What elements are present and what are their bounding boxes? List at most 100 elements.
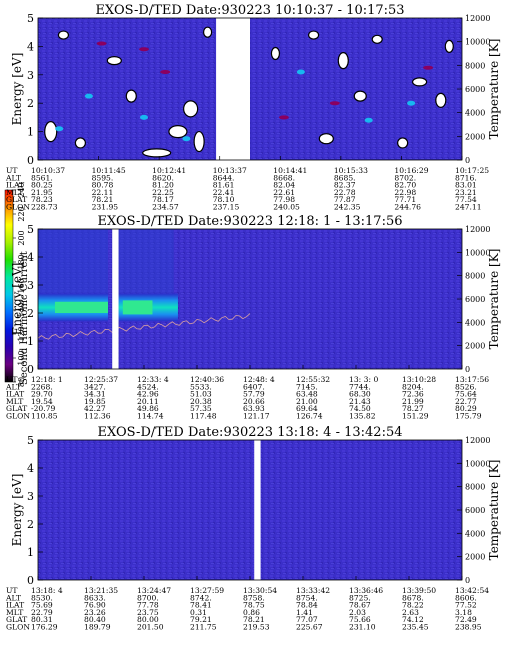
orbit-cell: 20.11	[137, 397, 159, 406]
orbit-cell: 77.71	[394, 195, 416, 204]
temperature-tick-label: 4000	[465, 109, 485, 118]
orbit-cell: 13:18: 4	[31, 586, 63, 595]
orbit-cell: 6407.	[243, 382, 265, 391]
orbit-cell: 240.05	[273, 203, 300, 212]
orbit-row-label: ALT	[5, 382, 21, 391]
orbit-cell: 13:36:46	[349, 586, 383, 595]
orbit-cell: 57.79	[243, 390, 265, 399]
saturated-region	[337, 51, 349, 70]
orbit-row-label: UT	[6, 166, 17, 175]
temperature-tick-label: 12000	[465, 14, 490, 23]
orbit-cell: 78.75	[243, 601, 265, 610]
bright-spot	[84, 93, 93, 99]
orbit-row-label: GLAT	[6, 404, 27, 413]
orbit-cell: 12:25:37	[84, 375, 118, 384]
saturated-region	[270, 46, 281, 61]
panels: EXOS-D/TED Date:930223 10:10:37 - 10:17:…	[5, 3, 501, 632]
saturated-region	[57, 30, 70, 40]
saturated-region	[142, 148, 172, 158]
orbit-cell: 20.38	[190, 397, 212, 406]
orbit-cell: 22.78	[334, 188, 356, 197]
orbit-cell: 151.29	[402, 412, 429, 421]
orbit-cell: 121.17	[243, 412, 270, 421]
colorbar-tick-label: 200	[17, 230, 26, 245]
orbit-row-label: ILAT	[6, 181, 24, 190]
orbit-cell: 69.64	[296, 404, 318, 413]
saturated-region	[371, 34, 383, 44]
temperature-tick-label: 10000	[465, 248, 490, 257]
orbit-cell: 78.17	[152, 195, 174, 204]
colorbar-tick-label: 80	[17, 377, 26, 387]
saturated-region	[412, 77, 428, 87]
colorbar-tick-label: 180	[17, 254, 26, 269]
orbit-cell: 201.50	[137, 623, 164, 632]
saturated-region	[106, 55, 122, 66]
orbit-cell: 74.50	[349, 404, 371, 413]
orbit-cell: 81.61	[213, 181, 235, 190]
orbit-cell: 42.27	[84, 404, 106, 413]
temperature-axis-label: Temperature [K]	[487, 460, 501, 561]
saturated-region	[203, 26, 213, 38]
orbit-cell: 13:27:59	[190, 586, 224, 595]
orbit-cell: 10:16:29	[394, 166, 428, 175]
orbit-cell: 22.61	[273, 188, 295, 197]
orbit-cell: 68.30	[349, 390, 371, 399]
orbit-cell: 13:24:47	[137, 586, 171, 595]
energy-tick-label: 4	[27, 251, 34, 264]
orbit-cell: 13:17:56	[455, 375, 489, 384]
orbit-cell: 22.98	[394, 188, 416, 197]
orbit-cell: 8742.	[190, 593, 212, 602]
orbit-cell: 77.52	[455, 601, 477, 610]
orbit-cell: 12:48: 4	[243, 375, 275, 384]
orbit-cell: 13:33:42	[296, 586, 330, 595]
energy-tick-label: 2	[27, 307, 34, 320]
energy-tick-label: 1	[27, 126, 34, 139]
energy-tick-label: 4	[27, 40, 34, 53]
orbit-cell: 8678.	[402, 593, 424, 602]
colorbar-ticks: 80 100 120 140 160 180 200 220 240	[13, 182, 26, 387]
orbit-cell: 51.03	[190, 390, 212, 399]
energy-tick-label: 5	[27, 434, 34, 447]
orbit-row-label: GLAT	[6, 195, 27, 204]
panel-title: EXOS-D/TED Date:930223 10:10:37 - 10:17:…	[95, 3, 404, 18]
orbit-cell: 21.00	[296, 397, 318, 406]
orbit-cell: 219.53	[243, 623, 270, 632]
orbit-row-label: MLT	[6, 608, 23, 617]
orbit-cell: 176.29	[31, 623, 58, 632]
low-region	[139, 47, 149, 52]
orbit-cell: 78.22	[402, 601, 424, 610]
orbit-cell: 20.66	[243, 397, 265, 406]
orbit-row-label: ILAT	[6, 601, 24, 610]
orbit-cell: 78.27	[402, 404, 424, 413]
temperature-tick-label: 2000	[465, 342, 485, 351]
orbit-cell: 22.41	[213, 188, 235, 197]
orbit-cell: 13:21:35	[84, 586, 118, 595]
orbit-cell: 117.48	[190, 412, 217, 421]
upper-region	[38, 229, 108, 294]
orbit-cell: 8725.	[349, 593, 371, 602]
orbit-cell: 78.67	[349, 601, 371, 610]
energy-axis-label: Energy [eV]	[10, 474, 24, 547]
orbit-cell: 22.79	[31, 608, 53, 617]
temperature-tick-label: 8000	[465, 483, 485, 492]
orbit-cell: 21.99	[402, 397, 424, 406]
temperature-axis-label: Temperature [K]	[487, 249, 501, 350]
orbit-cell: 8526.	[455, 382, 477, 391]
orbit-cell: 225.67	[296, 623, 323, 632]
orbit-cell: 8620.	[152, 173, 174, 182]
orbit-cell: 8754.	[296, 593, 318, 602]
orbit-cell: 78.10	[213, 195, 235, 204]
temperature-tick-label: 6000	[465, 295, 485, 304]
colorbar-tick-label: 240	[17, 182, 26, 197]
orbit-cell: 29.70	[31, 390, 53, 399]
upper-region	[118, 229, 174, 294]
orbit-cell: 78.21	[92, 195, 114, 204]
orbit-cell: 237.15	[213, 203, 240, 212]
orbit-cell: 10:15:33	[334, 166, 368, 175]
orbit-cell: 80.78	[92, 181, 114, 190]
orbit-cell: 77.78	[137, 601, 159, 610]
orbit-cell: 3427.	[84, 382, 106, 391]
saturated-region	[44, 121, 58, 143]
